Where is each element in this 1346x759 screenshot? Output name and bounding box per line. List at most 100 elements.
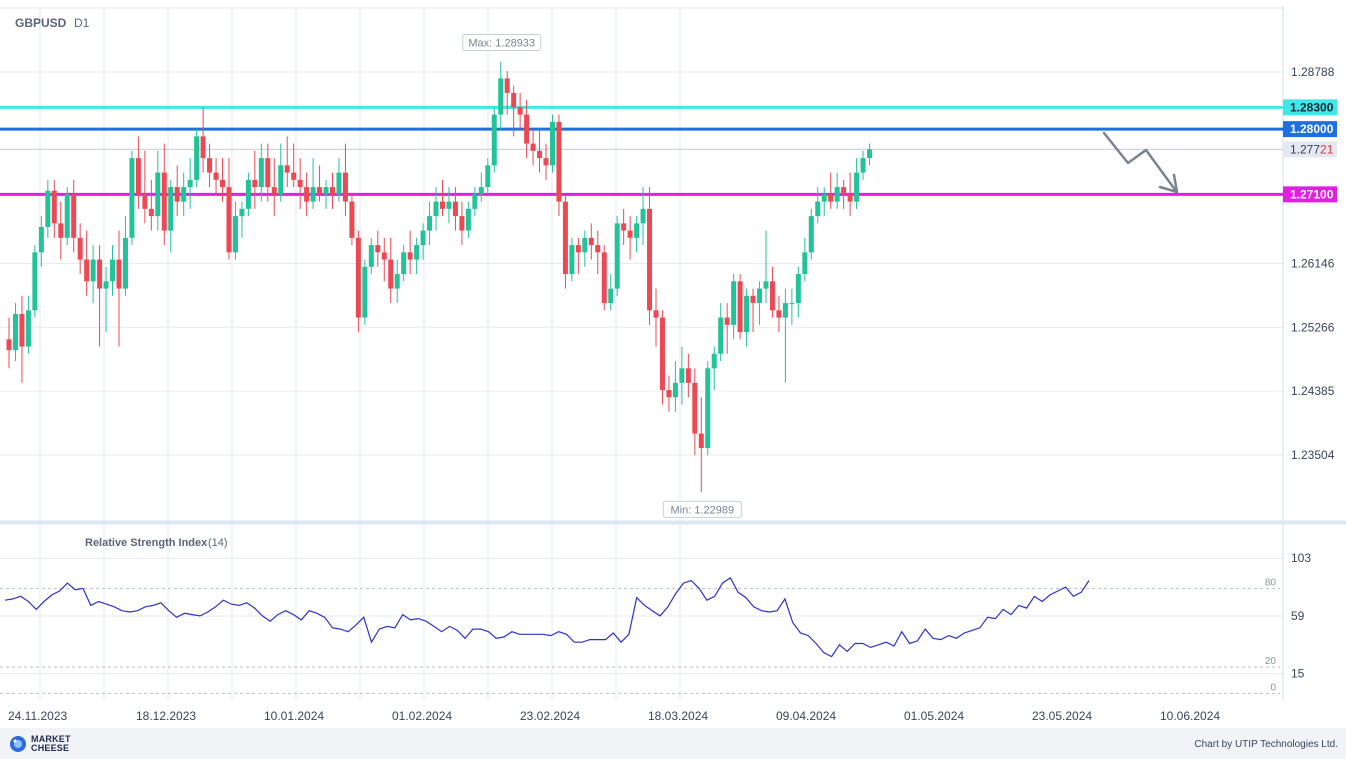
candle[interactable] — [472, 187, 478, 217]
candle[interactable] — [854, 158, 860, 209]
candle[interactable] — [757, 281, 763, 325]
candle[interactable] — [304, 172, 310, 217]
candle[interactable] — [711, 346, 717, 391]
candle[interactable] — [511, 85, 517, 137]
candle[interactable] — [129, 150, 135, 246]
candle[interactable] — [12, 303, 18, 362]
candle[interactable] — [32, 245, 38, 318]
candle[interactable] — [381, 237, 387, 282]
candle[interactable] — [647, 187, 653, 325]
candle[interactable] — [122, 216, 128, 296]
candle[interactable] — [342, 143, 348, 217]
candle[interactable] — [394, 259, 400, 304]
candle[interactable] — [731, 274, 737, 340]
candle[interactable] — [815, 187, 821, 224]
candle[interactable] — [504, 71, 510, 115]
candle[interactable] — [498, 61, 504, 130]
candle[interactable] — [38, 216, 44, 267]
candle[interactable] — [323, 179, 329, 209]
candle[interactable] — [110, 245, 116, 296]
candle[interactable] — [821, 187, 827, 217]
candle[interactable] — [524, 100, 530, 159]
candle[interactable] — [187, 158, 193, 209]
candle[interactable] — [220, 158, 226, 202]
candle[interactable] — [284, 136, 290, 188]
candle[interactable] — [239, 201, 245, 238]
candle[interactable] — [867, 143, 873, 166]
candle[interactable] — [297, 158, 303, 209]
candle[interactable] — [575, 237, 581, 275]
candle[interactable] — [278, 143, 284, 202]
candle[interactable] — [148, 179, 154, 231]
candle[interactable] — [789, 288, 795, 325]
candle[interactable] — [77, 223, 83, 275]
candle[interactable] — [439, 179, 445, 217]
candle[interactable] — [672, 361, 678, 412]
candle[interactable] — [414, 237, 420, 275]
candle[interactable] — [582, 230, 588, 267]
candle[interactable] — [161, 143, 167, 246]
candle[interactable] — [705, 361, 711, 456]
candle[interactable] — [485, 158, 491, 195]
candle[interactable] — [491, 107, 497, 173]
candle[interactable] — [860, 150, 866, 180]
candle[interactable] — [614, 216, 620, 296]
candle[interactable] — [562, 194, 568, 289]
candle[interactable] — [271, 158, 277, 217]
candle[interactable] — [64, 187, 70, 246]
candle[interactable] — [847, 172, 853, 217]
candle[interactable] — [776, 295, 782, 333]
candle[interactable] — [685, 353, 691, 398]
candle[interactable] — [537, 129, 543, 173]
candle[interactable] — [174, 165, 180, 217]
candle[interactable] — [782, 288, 788, 383]
candle[interactable] — [362, 259, 368, 325]
candle[interactable] — [679, 346, 685, 405]
candle[interactable] — [841, 179, 847, 209]
candle[interactable] — [245, 172, 251, 217]
candle[interactable] — [388, 237, 394, 304]
candle[interactable] — [433, 187, 439, 231]
candle[interactable] — [659, 310, 665, 405]
candle[interactable] — [19, 295, 25, 383]
candle[interactable] — [802, 237, 808, 282]
candle[interactable] — [769, 266, 775, 318]
candle[interactable] — [116, 230, 122, 347]
candle[interactable] — [556, 114, 562, 217]
candlesticks[interactable] — [6, 61, 873, 493]
candle[interactable] — [446, 187, 452, 224]
candle[interactable] — [478, 172, 484, 202]
candle[interactable] — [420, 223, 426, 260]
candle[interactable] — [355, 230, 361, 333]
candle[interactable] — [265, 143, 271, 202]
market-cheese-logo[interactable]: MARKET CHEESE — [8, 735, 71, 753]
candle[interactable] — [155, 150, 161, 231]
candle[interactable] — [543, 143, 549, 180]
candle[interactable] — [808, 208, 814, 260]
candle[interactable] — [90, 245, 96, 304]
candle[interactable] — [51, 179, 57, 238]
chart-credit[interactable]: Chart by UTIP Technologies Ltd. — [1194, 739, 1338, 750]
candle[interactable] — [226, 158, 232, 260]
candle[interactable] — [97, 245, 103, 347]
candle[interactable] — [653, 288, 659, 347]
candle[interactable] — [103, 266, 109, 333]
candle[interactable] — [310, 158, 316, 209]
candle[interactable] — [517, 92, 523, 130]
candle[interactable] — [724, 303, 730, 354]
candle[interactable] — [375, 230, 381, 267]
candle[interactable] — [595, 230, 601, 275]
candle[interactable] — [401, 245, 407, 282]
candle[interactable] — [71, 179, 77, 253]
candle[interactable] — [828, 172, 834, 209]
candle[interactable] — [640, 187, 646, 246]
candle[interactable] — [368, 237, 374, 275]
candle[interactable] — [459, 201, 465, 246]
candle[interactable] — [84, 230, 90, 296]
candle[interactable] — [194, 129, 200, 188]
candle[interactable] — [181, 172, 187, 217]
candle[interactable] — [750, 288, 756, 333]
candle[interactable] — [291, 143, 297, 188]
candle[interactable] — [834, 172, 840, 209]
candle[interactable] — [232, 201, 238, 260]
